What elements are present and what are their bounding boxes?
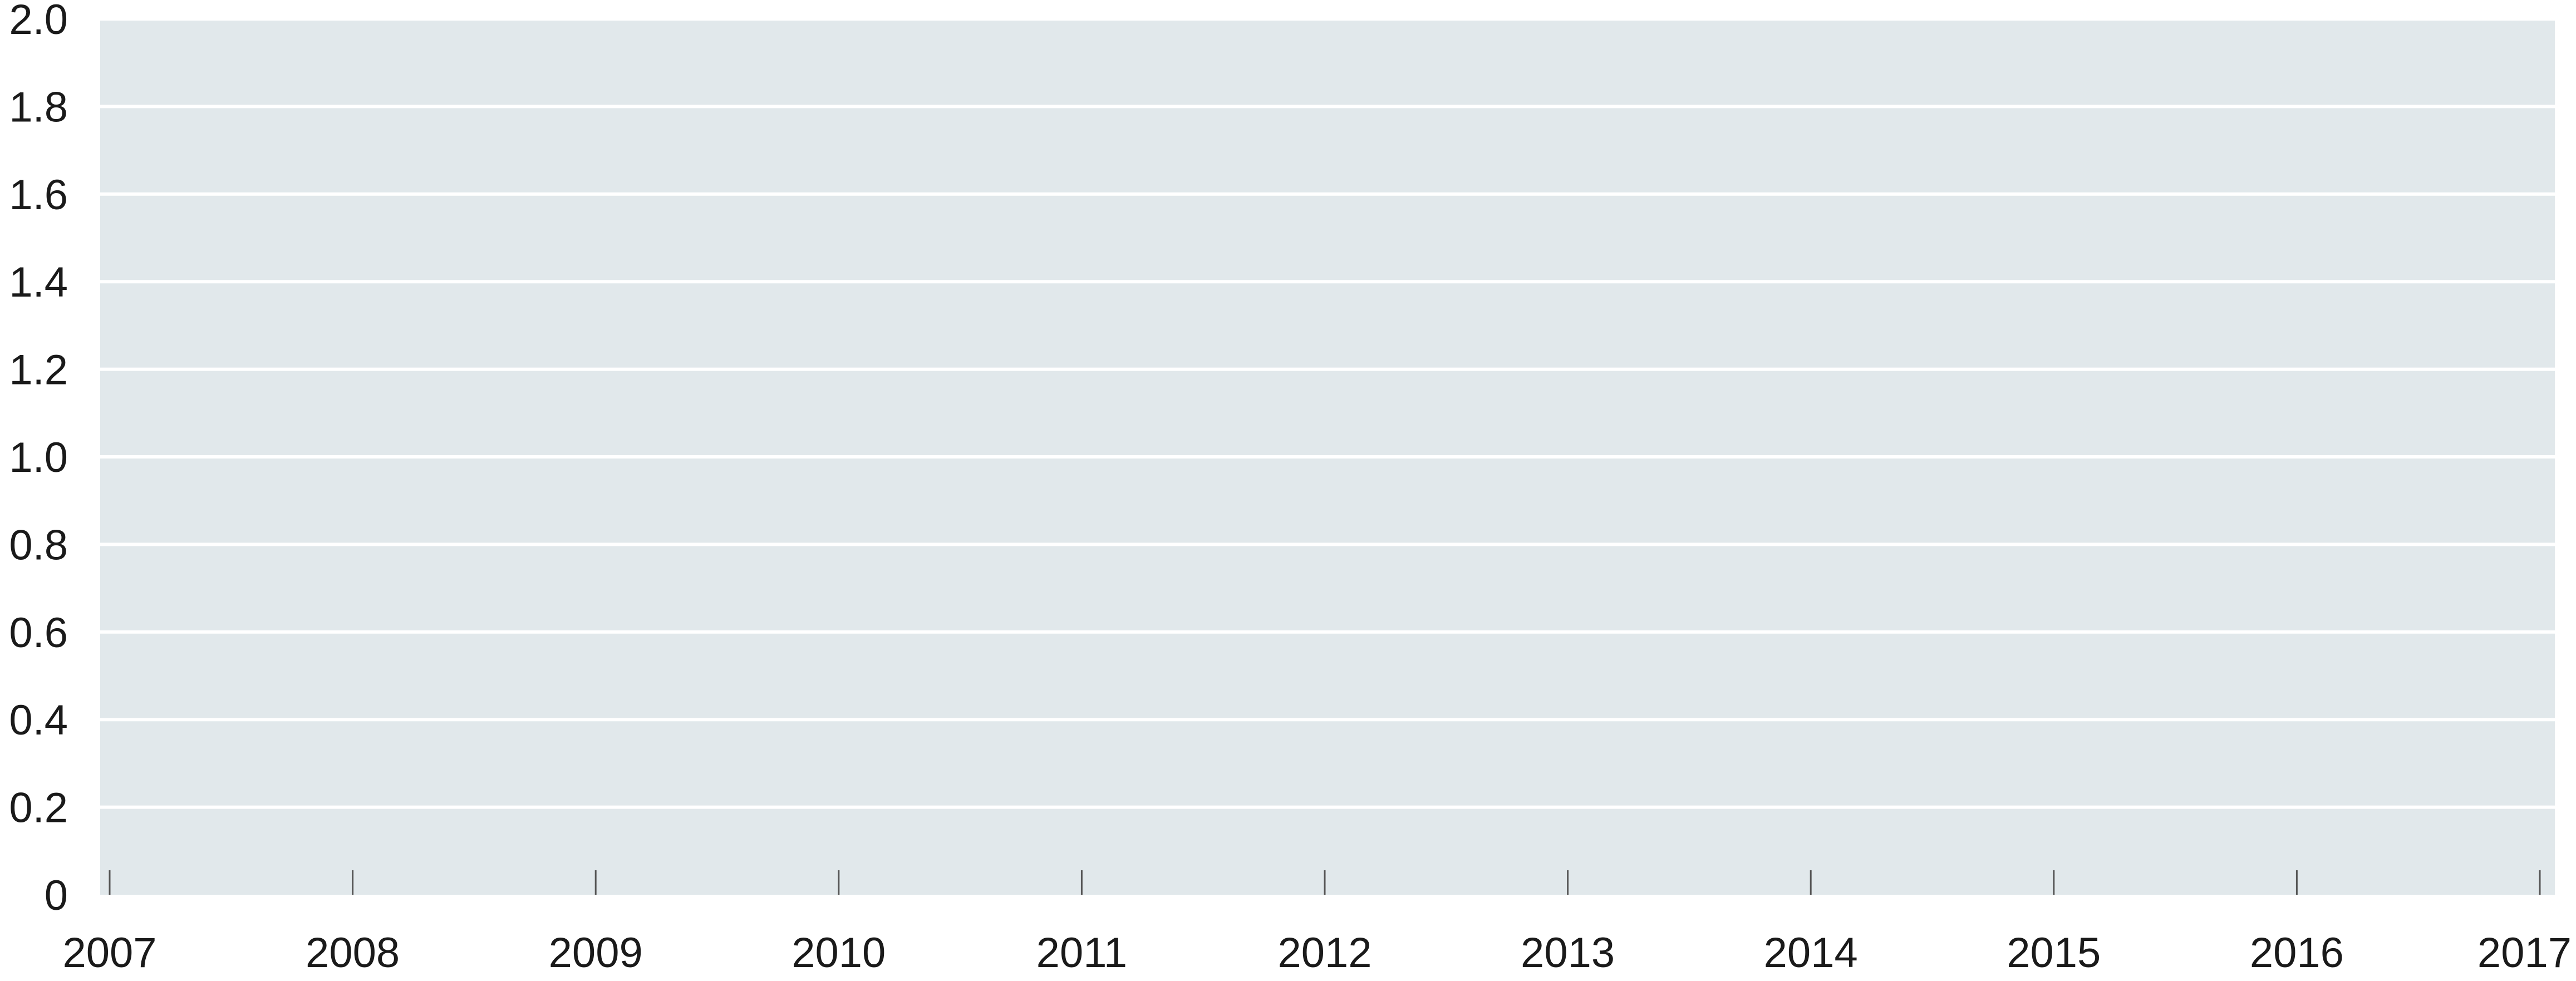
x-tick-label: 2014 — [1764, 929, 1858, 977]
x-tick-label: 2011 — [1036, 929, 1127, 977]
y-tick-label: 0.6 — [9, 609, 68, 657]
y-tick-label: 0 — [45, 872, 68, 919]
x-tick-label: 2015 — [2007, 929, 2101, 977]
y-tick-label: 1.6 — [9, 171, 68, 219]
x-axis-ticks — [109, 870, 2541, 895]
x-tick-label: 2007 — [62, 929, 156, 977]
y-tick-label: 0.2 — [9, 785, 68, 832]
x-tick-label: 2017 — [2477, 929, 2572, 977]
y-tick-label: 1.8 — [9, 83, 68, 131]
x-tick-label: 2008 — [306, 929, 400, 977]
x-tick-label: 2012 — [1277, 929, 1371, 977]
y-tick-label: 1.4 — [9, 259, 68, 306]
y-tick-label: 2.0 — [9, 0, 68, 43]
x-tick-label: 2013 — [1521, 929, 1615, 977]
y-axis: 0 0.2 0.4 0.6 0.8 1.0 1.2 1.4 1.6 1.8 2.0 — [9, 0, 68, 919]
x-tick-label: 2016 — [2250, 929, 2344, 977]
gridlines — [100, 17, 2555, 809]
y-tick-label: 0.4 — [9, 697, 68, 744]
x-axis: 2007 2008 2009 2010 2011 2012 2013 2014 2015 2016… — [62, 929, 2572, 977]
x-tick-label: 2010 — [792, 929, 886, 977]
y-tick-label: 0.8 — [9, 521, 68, 569]
y-tick-label: 1.2 — [9, 347, 68, 394]
x-tick-label: 2009 — [549, 929, 643, 977]
y-tick-label: 1.0 — [9, 434, 68, 481]
